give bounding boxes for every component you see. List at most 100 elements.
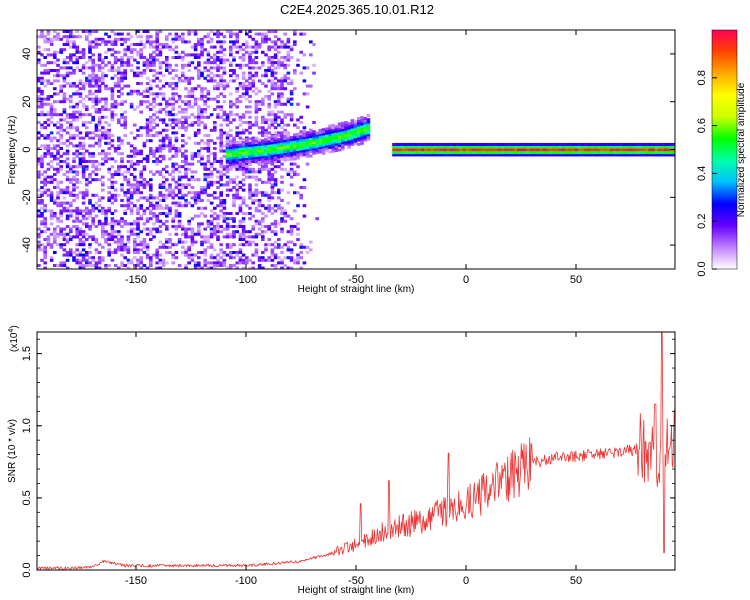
heatmap-cell (232, 193, 236, 197)
heatmap-cell (641, 142, 646, 146)
heatmap-cell (123, 248, 127, 252)
heatmap-cell (145, 95, 150, 98)
heatmap-cell (254, 199, 259, 202)
heatmap-cell (152, 206, 156, 210)
heatmap-cell (286, 170, 291, 174)
heatmap-cell (72, 186, 76, 189)
heatmap-cell (229, 110, 233, 114)
heatmap-cell (363, 130, 367, 134)
heatmap-cell (289, 167, 294, 171)
heatmap-cell (187, 178, 191, 182)
heatmap-cell (225, 175, 230, 179)
heatmap-cell (216, 186, 220, 189)
heatmap-cell (267, 95, 271, 98)
heatmap-cell (193, 53, 198, 57)
heatmap-cell (267, 173, 271, 176)
heatmap-cell (267, 199, 271, 202)
heatmap-cell (37, 61, 41, 65)
heatmap-cell (206, 180, 211, 184)
heatmap-cell (129, 144, 134, 148)
heatmap-cell (257, 191, 262, 195)
heatmap-cell (350, 125, 355, 129)
heatmap-cell (72, 235, 76, 239)
heatmap-cell (542, 153, 547, 157)
heatmap-cell (46, 102, 51, 106)
heatmap-cell (229, 217, 233, 221)
heatmap-cell (142, 89, 147, 93)
heatmap-cell (664, 153, 668, 157)
heatmap-cell (117, 144, 121, 148)
heatmap-cell (206, 266, 211, 269)
heatmap-cell (113, 32, 118, 36)
heatmap-cell (107, 48, 111, 52)
heatmap-cell (459, 145, 463, 149)
heatmap-cell (75, 209, 79, 213)
heatmap-cell (46, 240, 51, 244)
heatmap-cell (606, 142, 611, 146)
heatmap-cell (232, 69, 236, 72)
heatmap-cell (289, 162, 294, 166)
heatmap-cell (254, 153, 259, 157)
heatmap-cell (120, 141, 124, 145)
heatmap-cell (53, 157, 57, 161)
heatmap-cell (213, 53, 217, 57)
heatmap-cell (56, 217, 60, 221)
heatmap-cell (309, 141, 313, 145)
heatmap-cell (133, 48, 137, 52)
heatmap-cell (296, 126, 300, 130)
heatmap-cell (200, 162, 204, 166)
heatmap-cell (110, 118, 115, 122)
heatmap-cell (88, 66, 92, 70)
heatmap-cell (117, 79, 121, 83)
heatmap-cell (299, 134, 303, 138)
heatmap-cell (91, 235, 95, 239)
heatmap-cell (187, 89, 191, 93)
heatmap-cell (203, 76, 207, 80)
heatmap-cell (200, 50, 204, 54)
heatmap-cell (581, 151, 585, 155)
heatmap-cell (213, 58, 217, 62)
heatmap-cell (149, 264, 153, 267)
heatmap-cell (299, 136, 303, 140)
heatmap-cell (193, 134, 198, 137)
heatmap-cell (232, 243, 236, 247)
heatmap-cell (72, 152, 76, 156)
heatmap-cell (72, 144, 76, 148)
heatmap-cell (177, 238, 182, 241)
heatmap-cell (37, 214, 41, 218)
heatmap-cell (334, 129, 339, 133)
heatmap-cell (40, 222, 44, 226)
heatmap-cell (46, 97, 51, 101)
heatmap-cell (273, 165, 278, 169)
heatmap-cell (187, 82, 191, 85)
heatmap-cell (225, 58, 230, 62)
heatmap-cell (267, 37, 271, 41)
heatmap-cell (101, 157, 105, 161)
heatmap-cell (155, 134, 159, 137)
heatmap-cell (152, 154, 156, 158)
heatmap-cell (104, 50, 108, 54)
heatmap-cell (277, 148, 281, 152)
heatmap-cell (302, 153, 307, 157)
heatmap-cell (261, 63, 265, 67)
heatmap-cell (219, 261, 223, 265)
heatmap-cell (177, 178, 182, 182)
heatmap-cell (113, 100, 118, 104)
heatmap-cell (286, 113, 291, 117)
heatmap-cell (152, 152, 156, 156)
heatmap-cell (43, 79, 47, 83)
heatmap-cell (158, 71, 163, 75)
heatmap-cell (280, 212, 284, 215)
heatmap-cell (245, 43, 249, 46)
heatmap-cell (190, 76, 195, 80)
heatmap-cell (113, 170, 118, 174)
heatmap-cell (72, 175, 76, 179)
heatmap-cell (40, 165, 44, 169)
heatmap-cell (37, 157, 41, 161)
heatmap-cell (309, 154, 313, 158)
heatmap-cell (190, 227, 195, 231)
heatmap-cell (97, 162, 102, 166)
heatmap-cell (245, 155, 249, 159)
heatmap-cell (254, 123, 259, 127)
heatmap-cell (129, 63, 134, 67)
